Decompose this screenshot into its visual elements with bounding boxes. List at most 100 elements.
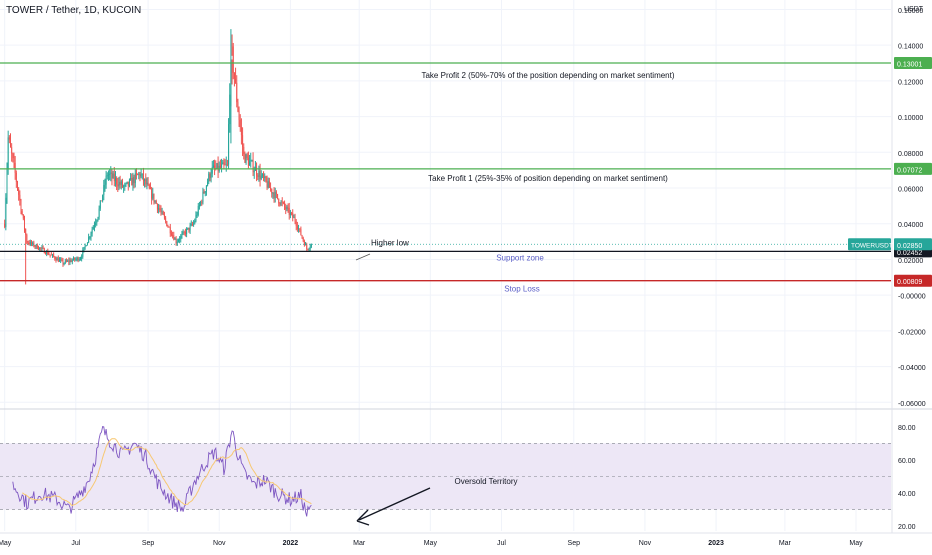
candle-body [285, 206, 287, 210]
candle-body [200, 201, 202, 206]
candle-body [238, 111, 240, 120]
candle-body [205, 185, 207, 192]
candle-body [107, 174, 109, 176]
candle-body [95, 222, 97, 226]
candle-body [253, 170, 255, 173]
price-tick-label: 0.08000 [898, 151, 923, 158]
candle-body [41, 247, 43, 249]
candle-body [82, 250, 84, 257]
price-tick-label: 0.04000 [898, 222, 923, 229]
candle-body [230, 59, 232, 144]
candle-body [181, 233, 183, 236]
rsi-tick-label: 20.00 [898, 524, 916, 531]
time-tick-label: Sep [142, 540, 155, 547]
candle-body [264, 176, 266, 178]
candle-body [149, 188, 151, 190]
candle-body [281, 201, 283, 203]
candle-body [246, 154, 248, 158]
candle-body [28, 242, 30, 245]
candle-body [55, 258, 57, 261]
candle-body [267, 181, 269, 188]
candle-body [204, 191, 206, 194]
candle-body [84, 245, 86, 248]
candle-body [138, 173, 140, 175]
candle-body [68, 260, 70, 263]
candle-body [67, 260, 69, 262]
candle-body [226, 164, 228, 166]
candle-body [18, 188, 20, 195]
level-badge-bg [894, 274, 932, 287]
time-tick-label: 2022 [283, 540, 299, 547]
candle-body [288, 207, 290, 215]
last-price-badge-label: 0.02850 [897, 243, 922, 250]
candle-body [284, 202, 286, 207]
currency-label: USDT [904, 6, 924, 13]
candle-body [193, 223, 195, 225]
candle-body [228, 124, 230, 165]
candle-body [111, 172, 113, 179]
candle-body [309, 246, 311, 249]
take-profit-2-note: Take Profit 2 (50%-70% of the position d… [421, 71, 674, 80]
candle-body [121, 181, 123, 187]
candle-body [130, 177, 132, 180]
candle-body [23, 218, 25, 229]
candle-body [176, 241, 178, 244]
candle-body [19, 194, 21, 201]
candle-body [183, 231, 185, 233]
candle-body [287, 207, 289, 209]
candle-body [282, 202, 284, 204]
candle-body [268, 181, 270, 188]
candle-body [147, 182, 149, 185]
candle-body [201, 201, 203, 203]
candle-body [144, 179, 146, 182]
candle-body [207, 181, 209, 186]
time-tick-label: 2023 [708, 540, 724, 547]
candle-body [61, 259, 63, 261]
rsi-line [12, 426, 312, 517]
candle-body [158, 208, 160, 210]
stop-loss-label: Stop Loss [504, 285, 540, 294]
symbol-title: TOWER / Tether, 1D, KUCOIN [6, 5, 142, 16]
candle-body [251, 160, 253, 161]
candle-body [104, 184, 106, 186]
candle-body [239, 119, 241, 128]
symbol-badge-bg [848, 238, 891, 251]
candle-body [293, 217, 295, 219]
candle-body [102, 195, 104, 202]
candle-body [249, 161, 251, 166]
candle-body [139, 173, 141, 177]
candle-body [12, 153, 14, 159]
candle-body [191, 223, 193, 225]
candle-body [90, 233, 92, 237]
level-badge-label: 0.00809 [897, 279, 922, 286]
candle-body [5, 197, 7, 227]
candle-body [208, 173, 210, 182]
candle-body [203, 191, 205, 194]
candle-body [196, 214, 198, 216]
candle-body [278, 198, 280, 204]
candle-body [271, 188, 273, 194]
candle-body [159, 208, 161, 211]
candle-body [197, 206, 199, 215]
candle-body [128, 179, 130, 186]
candle-body [116, 177, 118, 185]
candle-body [245, 154, 247, 163]
candle-body [60, 259, 62, 261]
candle-body [100, 200, 102, 202]
candle-body [165, 217, 167, 222]
candle-body [279, 203, 281, 205]
candle-body [175, 238, 177, 244]
candle-body [240, 127, 242, 136]
candle-body [211, 167, 213, 174]
candle-body [286, 207, 288, 210]
candle-body [32, 242, 34, 244]
candle-body [308, 248, 310, 250]
candle-body [26, 234, 28, 243]
candle-body [298, 228, 300, 230]
candle-body [97, 217, 99, 221]
candle-body [152, 193, 154, 199]
candle-body [261, 174, 263, 176]
price-tick-label: 0.14000 [898, 44, 923, 51]
